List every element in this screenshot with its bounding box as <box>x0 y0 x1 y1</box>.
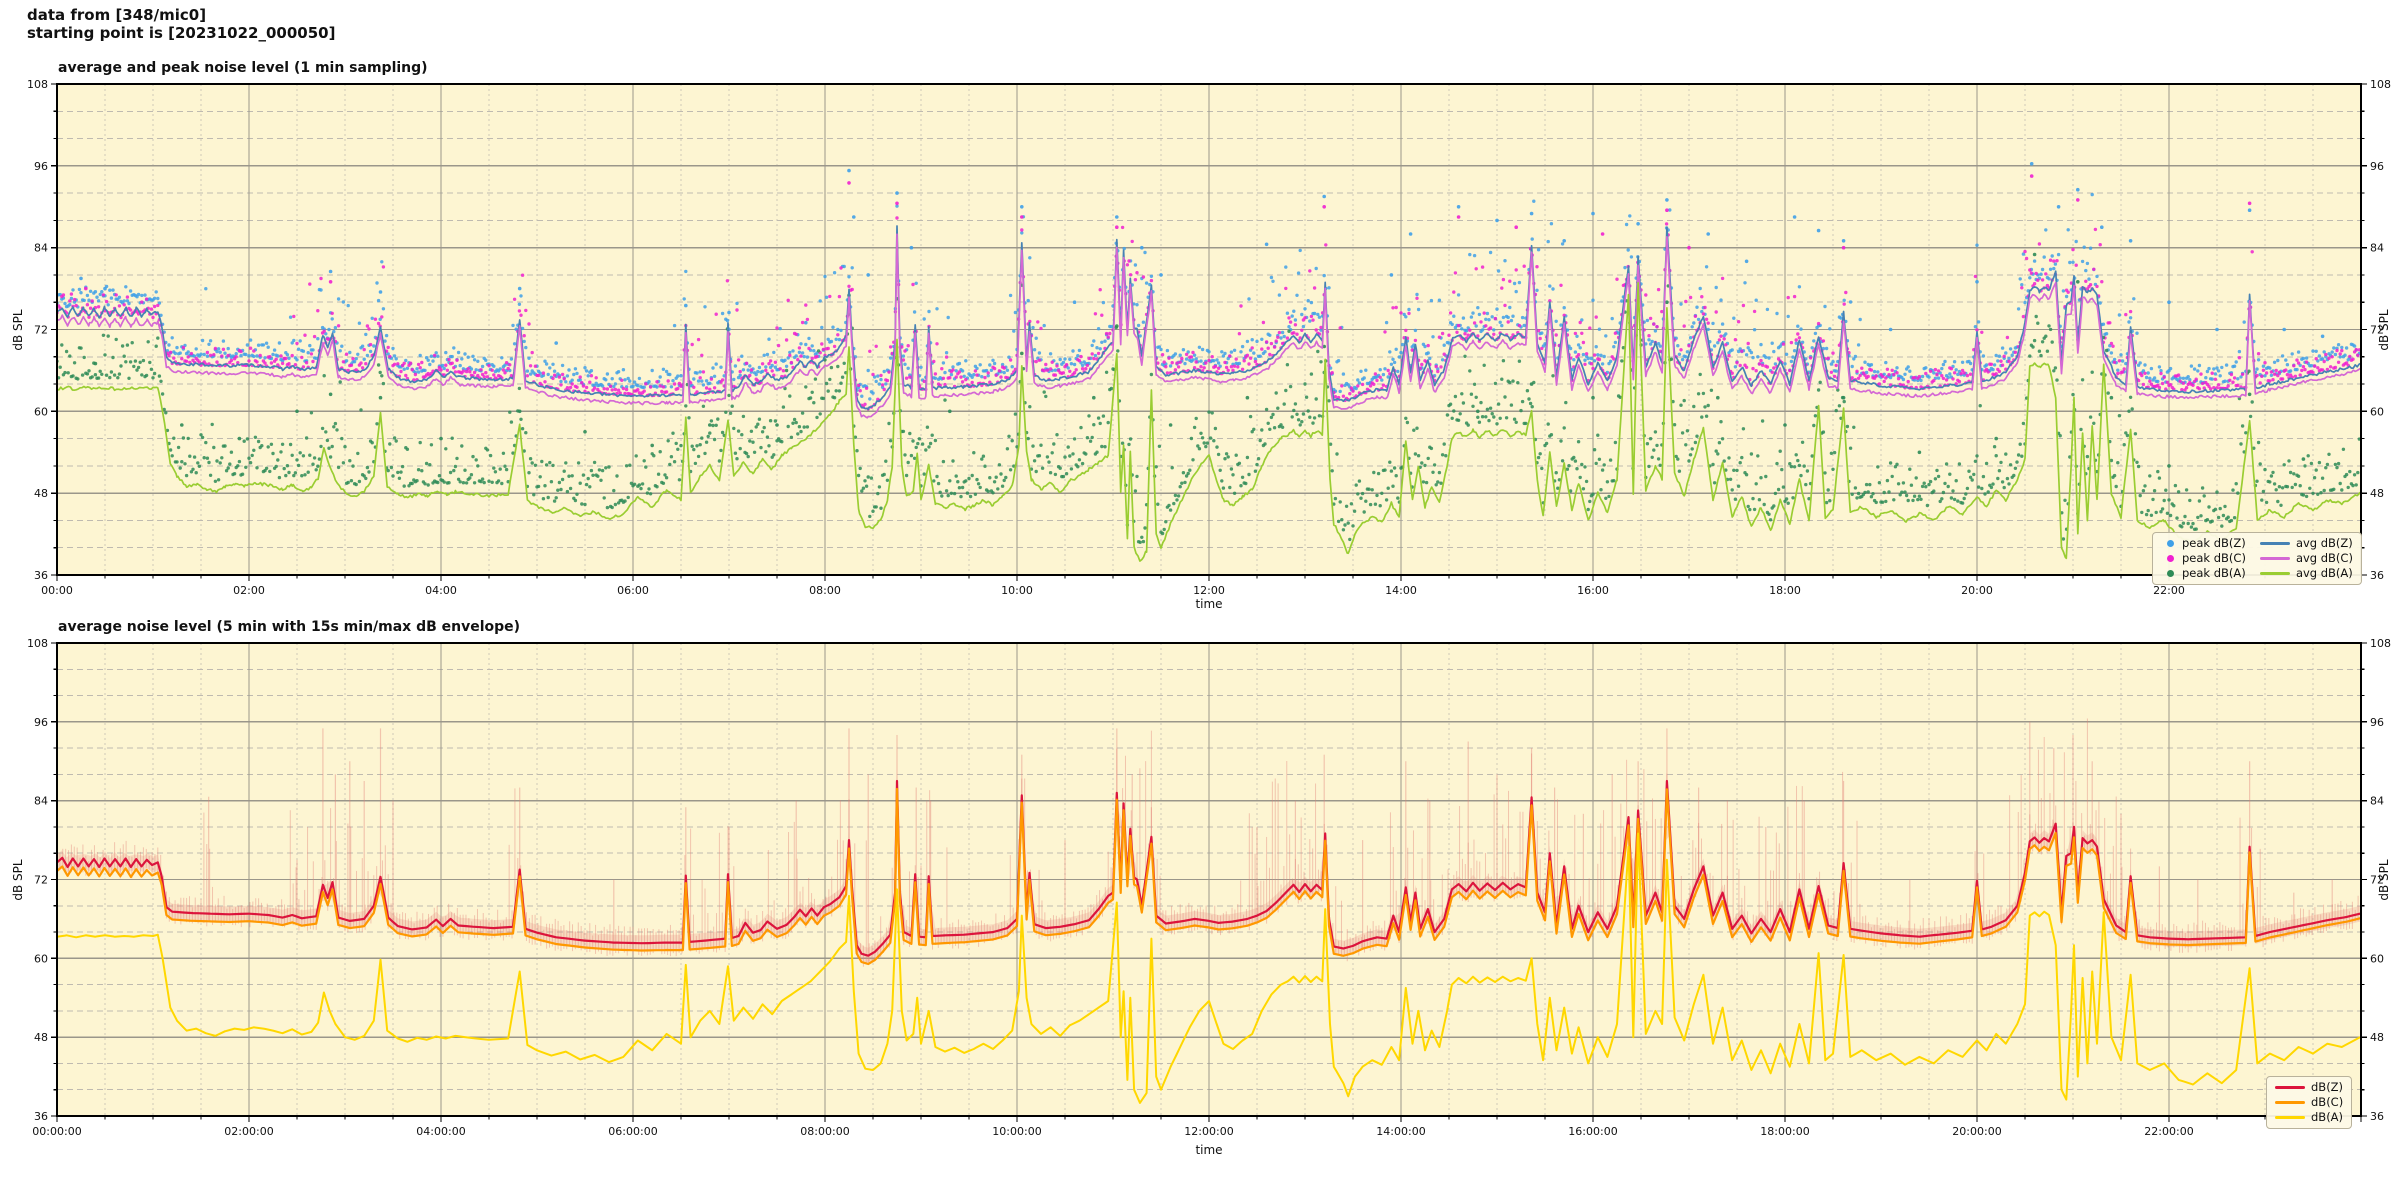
legend-label: dB(A) <box>2311 1110 2344 1124</box>
legend-item-peak-db-z-: peak dB(Z) <box>2161 537 2246 550</box>
legend-label: avg dB(Z) <box>2295 536 2353 550</box>
legend-item-db-z-: dB(Z) <box>2275 1081 2343 1094</box>
bottom-chart-grid <box>57 643 2361 1116</box>
legend-dot-swatch <box>2167 540 2174 547</box>
svg-text:36: 36 <box>2370 569 2384 582</box>
top-chart-ylabel-left: dB SPL <box>11 309 25 351</box>
legend-line-swatch <box>2259 542 2290 545</box>
svg-text:84: 84 <box>2370 242 2384 255</box>
top-chart-xlabel: time <box>1195 597 1223 611</box>
svg-text:04:00: 04:00 <box>425 584 457 597</box>
legend-item-avg-db-z-: avg dB(Z) <box>2259 536 2353 550</box>
svg-text:10:00: 10:00 <box>1001 584 1033 597</box>
bottom-chart: 00:00:00 02:00:00 04:00:00 06:00:00 08:00:00… <box>27 637 2391 1138</box>
svg-text:20:00: 20:00 <box>1961 584 1993 597</box>
series-db-c- <box>57 787 2361 966</box>
bottom-chart-xlabel: time <box>1195 1143 1223 1157</box>
svg-text:108: 108 <box>2370 78 2391 91</box>
svg-text:96: 96 <box>2370 160 2384 173</box>
legend-label: avg dB(A) <box>2295 566 2353 580</box>
svg-text:00:00: 00:00 <box>41 584 73 597</box>
svg-text:08:00: 08:00 <box>809 584 841 597</box>
series-db-z- <box>57 779 2361 957</box>
svg-text:60: 60 <box>2370 405 2384 418</box>
bottom-chart-legend: dB(Z) dB(C) dB(A) <box>2266 1076 2353 1129</box>
svg-text:108: 108 <box>27 78 48 91</box>
svg-text:06:00: 06:00 <box>617 584 649 597</box>
series-db-a- <box>57 832 2361 1104</box>
svg-text:60: 60 <box>34 405 48 418</box>
legend-label: avg dB(C) <box>2295 551 2353 565</box>
legend-label: peak dB(Z) <box>2182 536 2246 550</box>
legend-item-peak-db-a-: peak dB(A) <box>2161 567 2246 580</box>
legend-dot-swatch <box>2167 555 2174 562</box>
svg-text:02:00: 02:00 <box>233 584 265 597</box>
legend-label: peak dB(C) <box>2182 551 2246 565</box>
top-chart-title: average and peak noise level (1 min samp… <box>58 60 428 76</box>
bottom-chart-title: average noise level (5 min with 15s min/… <box>58 619 521 635</box>
svg-text:96: 96 <box>34 160 48 173</box>
top-chart: 00:00 02:00 04:00 06:00 08:00 10:00 12:00 14:00… <box>27 78 2391 597</box>
svg-text:14:00: 14:00 <box>1385 584 1417 597</box>
bottom-chart-ylabel-left: dB SPL <box>11 859 25 901</box>
legend-line-swatch <box>2275 1086 2305 1089</box>
series-avg-db-a- <box>57 282 2361 562</box>
legend-item-db-a-: dB(A) <box>2275 1111 2343 1124</box>
legend-label: dB(C) <box>2311 1095 2344 1109</box>
legend-line-swatch <box>2259 557 2290 560</box>
legend-line-swatch <box>2275 1116 2305 1119</box>
svg-text:16:00: 16:00 <box>1577 584 1609 597</box>
bottom-chart-tick-labels: 00:00:00 02:00:00 04:00:00 06:00:00 08:00:00… <box>27 637 2391 1138</box>
svg-text:12:00: 12:00 <box>1193 584 1225 597</box>
legend-item-peak-db-c-: peak dB(C) <box>2161 552 2246 565</box>
top-chart-grid <box>57 84 2361 575</box>
legend-item-avg-db-a-: avg dB(A) <box>2259 566 2353 580</box>
bottom-chart-ylabel-right: dB SPL <box>2377 859 2391 901</box>
bottom-chart-axes <box>51 642 2367 1122</box>
svg-text:36: 36 <box>34 569 48 582</box>
svg-text:72: 72 <box>34 324 48 337</box>
legend-line-swatch <box>2259 572 2290 575</box>
bottom-chart-envelope <box>57 718 2361 967</box>
svg-text:18:00: 18:00 <box>1769 584 1801 597</box>
svg-text:22:00: 22:00 <box>2153 584 2185 597</box>
header-line-1: data from [348/mic0] <box>27 6 207 24</box>
legend-dot-swatch <box>2167 570 2174 577</box>
top-chart-tick-labels: 00:00 02:00 04:00 06:00 08:00 10:00 12:00 14:00… <box>27 78 2391 597</box>
top-chart-ylabel-right: dB SPL <box>2377 309 2391 351</box>
legend-label: dB(Z) <box>2311 1080 2344 1094</box>
legend-line-swatch <box>2275 1101 2305 1104</box>
scatter-peak-db-a- <box>57 246 2361 544</box>
svg-text:48: 48 <box>2370 487 2384 500</box>
series-avg-db-c- <box>57 233 2361 419</box>
svg-text:84: 84 <box>34 242 48 255</box>
top-chart-legend: peak dB(Z) peak dB(C) peak dB(A) avg dB(Z) a… <box>2152 532 2362 585</box>
legend-label: peak dB(A) <box>2182 566 2246 580</box>
svg-text:48: 48 <box>34 487 48 500</box>
legend-item-avg-db-c-: avg dB(C) <box>2259 551 2353 565</box>
legend-item-db-c-: dB(C) <box>2275 1096 2343 1109</box>
header-line-2: starting point is [20231022_000050] <box>27 24 336 42</box>
